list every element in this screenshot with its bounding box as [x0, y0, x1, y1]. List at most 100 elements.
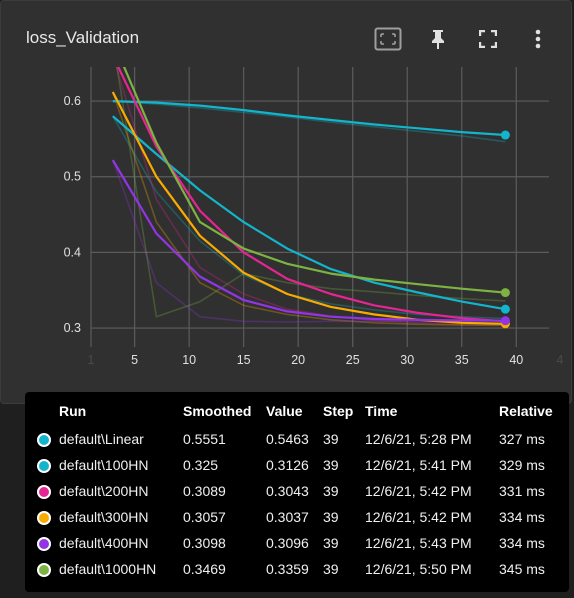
x-tick-label: 5	[131, 353, 138, 367]
series-raw-line	[112, 100, 506, 143]
series-line[interactable]	[112, 115, 506, 311]
tooltip-cell-relative: 331 ms	[499, 483, 545, 499]
tooltip-cell-smoothed: 0.3469	[183, 561, 226, 577]
tooltip-cell-relative: 345 ms	[499, 561, 545, 577]
y-tick-label: 0.4	[64, 245, 81, 259]
series-raw-line	[116, 67, 506, 318]
series-raw-line	[112, 91, 506, 327]
run-color-dot	[25, 530, 59, 556]
more-options-button[interactable]	[523, 25, 553, 53]
fit-domain-icon	[374, 27, 402, 51]
run-color-icon	[37, 485, 51, 500]
tooltip-cell-value: 0.3037	[266, 509, 309, 525]
run-color-dot	[25, 452, 59, 478]
tooltip-row: default\200HN 0.3089 0.3043 39 12/6/21, 5:42…	[25, 478, 553, 504]
tooltip-row: default\400HN 0.3098 0.3096 39 12/6/21, 5:43…	[25, 530, 553, 556]
tooltip-header-row: Run Smoothed Value Step Time Relative	[25, 402, 553, 426]
run-color-dot	[25, 504, 59, 530]
run-color-icon	[37, 563, 51, 578]
tooltip-cell-time: 12/6/21, 5:43 PM	[365, 535, 472, 551]
tooltip-cell-relative: 327 ms	[499, 431, 545, 447]
tooltip-cell-time: 12/6/21, 5:42 PM	[365, 509, 472, 525]
tooltip-cell-step: 39	[323, 561, 339, 577]
x-tick-label: 4	[556, 353, 563, 367]
series-end-point[interactable]	[500, 130, 510, 140]
tooltip-table: Run Smoothed Value Step Time Relative de…	[25, 402, 553, 582]
series-line[interactable]	[113, 56, 506, 323]
series-line[interactable]	[111, 159, 506, 322]
tooltip-cell-step: 39	[323, 535, 339, 551]
header-run: Run	[59, 403, 87, 419]
series-raw-line	[115, 67, 506, 326]
tooltip-cell-value: 0.3126	[266, 457, 309, 473]
tooltip-cell-value: 0.3359	[266, 561, 309, 577]
x-tick-label: 35	[455, 353, 469, 367]
more-vert-icon	[535, 29, 541, 49]
x-tick-label: 20	[291, 353, 305, 367]
tooltip-cell-run: default\Linear	[59, 431, 144, 447]
tooltip-cell-relative: 329 ms	[499, 457, 545, 473]
tooltip-cell-step: 39	[323, 431, 339, 447]
run-color-dot	[25, 426, 59, 452]
tooltip-cell-time: 12/6/21, 5:50 PM	[365, 561, 472, 577]
chart-title: loss_Validation	[26, 28, 140, 47]
y-tick-label: 0.6	[64, 94, 81, 108]
chart-toolbar	[373, 25, 553, 53]
x-tick-label: 10	[182, 353, 196, 367]
pin-button[interactable]	[423, 25, 453, 53]
run-color-icon	[37, 537, 51, 552]
series-end-point[interactable]	[500, 288, 510, 298]
x-tick-label: 30	[400, 353, 414, 367]
header-dot	[25, 402, 59, 426]
tooltip-cell-smoothed: 0.325	[183, 457, 219, 473]
series-end-point[interactable]	[500, 304, 510, 314]
header-time: Time	[365, 403, 398, 419]
tooltip-cell-value: 0.3096	[266, 535, 309, 551]
tooltip-cell-step: 39	[323, 483, 339, 499]
tooltip-cell-smoothed: 0.5551	[183, 431, 226, 447]
tooltip-cell-value: 0.5463	[266, 431, 309, 447]
tooltip-cell-time: 12/6/21, 5:42 PM	[365, 483, 472, 499]
pin-icon	[432, 30, 444, 49]
line-chart[interactable]: 1 5 10 15 20 25 30 35 40 40.30.40.50.6	[1, 1, 573, 405]
tooltip-row: default\300HN 0.3057 0.3037 39 12/6/21, 5:42…	[25, 504, 553, 530]
run-color-icon	[37, 433, 51, 448]
tooltip-cell-run: default\300HN	[59, 509, 149, 525]
run-color-dot	[25, 556, 59, 582]
tooltip-cell-step: 39	[323, 457, 339, 473]
run-color-icon	[37, 459, 51, 474]
tooltip-cell-run: default\400HN	[59, 535, 149, 551]
tooltip-cell-time: 12/6/21, 5:41 PM	[365, 457, 472, 473]
fullscreen-button[interactable]	[473, 25, 503, 53]
series-line[interactable]	[112, 100, 506, 137]
x-tick-label: 25	[346, 353, 360, 367]
series-line[interactable]	[113, 41, 506, 294]
tooltip-row: default\Linear 0.5551 0.5463 39 12/6/21, 5:2…	[25, 426, 553, 452]
header-relative: Relative	[499, 403, 553, 419]
header-value: Value	[266, 403, 303, 419]
x-tick-label: 15	[237, 353, 251, 367]
tooltip-cell-smoothed: 0.3089	[183, 483, 226, 499]
fit-domain-button[interactable]	[373, 25, 403, 53]
tooltip-panel: Run Smoothed Value Step Time Relative de…	[25, 392, 569, 592]
tooltip-cell-run: default\1000HN	[59, 561, 157, 577]
header-step: Step	[323, 403, 354, 419]
header-smoothed: Smoothed	[183, 403, 252, 419]
series-end-point[interactable]	[500, 316, 510, 326]
tooltip-row: default\100HN 0.325 0.3126 39 12/6/21, 5:41 …	[25, 452, 553, 478]
y-tick-label: 0.5	[64, 170, 81, 184]
y-tick-label: 0.3	[64, 321, 81, 335]
tooltip-cell-value: 0.3043	[266, 483, 309, 499]
tooltip-cell-step: 39	[323, 509, 339, 525]
tooltip-cell-relative: 334 ms	[499, 535, 545, 551]
run-color-dot	[25, 478, 59, 504]
run-color-icon	[37, 511, 51, 526]
x-tick-label: 40	[509, 353, 523, 367]
tooltip-cell-relative: 334 ms	[499, 509, 545, 525]
tooltip-row: default\1000HN 0.3469 0.3359 39 12/6/21, 5:5…	[25, 556, 553, 582]
series-line[interactable]	[111, 91, 506, 325]
tooltip-cell-smoothed: 0.3098	[183, 535, 226, 551]
tooltip-cell-run: default\100HN	[59, 457, 149, 473]
tooltip-cell-smoothed: 0.3057	[183, 509, 226, 525]
fullscreen-icon	[479, 30, 497, 48]
